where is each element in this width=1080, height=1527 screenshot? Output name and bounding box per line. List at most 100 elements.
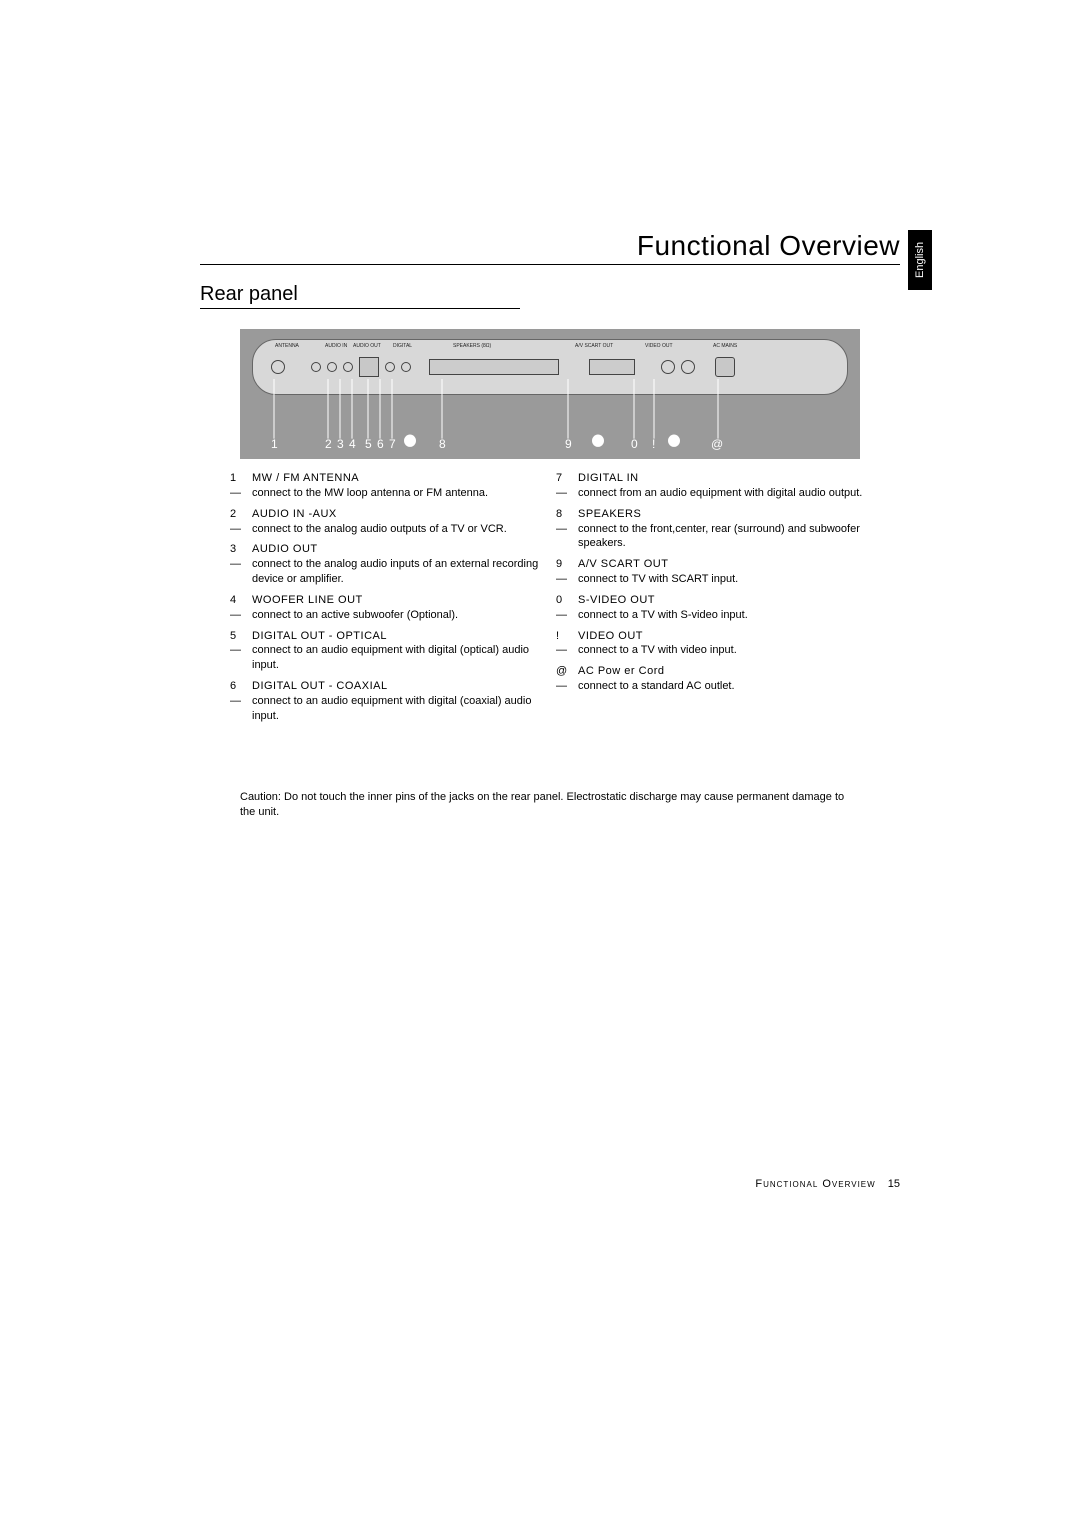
entry-name: WOOFER LINE OUT	[252, 593, 363, 608]
panel-micro-label: AUDIO OUT	[353, 343, 381, 349]
scart-block-icon	[589, 359, 635, 375]
description-entry: ! VIDEO OUT — connect to a TV with video in…	[556, 629, 870, 659]
callout-num: 8	[439, 437, 446, 451]
panel-micro-label: ANTENNA	[275, 343, 299, 349]
entry-number: 8	[556, 507, 568, 522]
entry-number: 4	[230, 593, 242, 608]
entry-name: VIDEO OUT	[578, 629, 643, 644]
entry-name: S-VIDEO OUT	[578, 593, 655, 608]
entry-description: connect to the analog audio outputs of a…	[252, 522, 507, 537]
entry-name: AUDIO OUT	[252, 542, 318, 557]
entry-name: DIGITAL OUT - COAXIAL	[252, 679, 388, 694]
page-title: Functional Overview	[637, 230, 900, 262]
callout-num: 6	[377, 437, 384, 451]
entry-number: 0	[556, 593, 568, 608]
entry-description: connect to a standard AC outlet.	[578, 679, 735, 694]
entry-number: 2	[230, 507, 242, 522]
callout-num: 2	[325, 437, 332, 451]
entry-number: !	[556, 629, 568, 644]
video-jack-icon	[681, 360, 695, 374]
description-entry: @ AC Pow er Cord — connect to a standard AC…	[556, 664, 870, 694]
description-entry: 9 A/V SCART OUT — connect to TV with SCART …	[556, 557, 870, 587]
callout-num: 1	[271, 437, 278, 451]
description-column-right: 7DIGITAL IN—connect from an audio equipm…	[556, 471, 870, 730]
entry-description: connect to a TV with video input.	[578, 643, 737, 658]
entry-number: 9	[556, 557, 568, 572]
entry-dash: —	[230, 486, 244, 501]
entry-name: SPEAKERS	[578, 507, 641, 522]
callout-num: 9	[565, 437, 572, 451]
svideo-jack-icon	[661, 360, 675, 374]
footer-label: Functional Overview	[755, 1178, 875, 1190]
audio-in-jack-icon	[311, 362, 321, 372]
entry-name: A/V SCART OUT	[578, 557, 668, 572]
entry-name: MW / FM ANTENNA	[252, 471, 359, 486]
description-entry: 1 MW / FM ANTENNA — connect to the MW loop …	[230, 471, 544, 501]
entry-description: connect to the MW loop antenna or FM ant…	[252, 486, 488, 501]
entry-dash: —	[556, 572, 570, 587]
description-entry: 0 S-VIDEO OUT — connect to a TV with S-vide…	[556, 593, 870, 623]
audio-out-jack-icon	[327, 362, 337, 372]
header-row: Functional Overview	[200, 230, 900, 265]
entry-dash: —	[556, 679, 570, 694]
description-columns: 1 MW / FM ANTENNA — connect to the MW loop …	[230, 471, 870, 730]
callout-num: 3	[337, 437, 344, 451]
callout-num: !	[652, 437, 655, 451]
panel-micro-label: AC MAINS	[713, 343, 737, 349]
callout-num: @	[711, 437, 723, 451]
entry-dash: —	[556, 608, 570, 623]
entry-number: 1	[230, 471, 242, 486]
panel-micro-label: DIGITAL	[393, 343, 412, 349]
page-content: Functional Overview Rear panel ANTENNA A…	[200, 230, 900, 819]
section-title: Rear panel	[200, 283, 520, 309]
entry-dash: —	[230, 557, 244, 587]
entry-dash: —	[230, 694, 244, 724]
entry-dash: —	[556, 486, 570, 501]
entry-number: 5	[230, 629, 242, 644]
entry-number: 3	[230, 542, 242, 557]
callout-num: 0	[631, 437, 638, 451]
digital-coax-jack-icon	[385, 362, 395, 372]
panel-micro-label: A/V SCART OUT	[575, 343, 613, 349]
entry-name: DIGITAL OUT - OPTICAL	[252, 629, 387, 644]
description-entry: 2AUDIO IN -AUX—connect to the analog aud…	[230, 507, 544, 537]
entry-description: connect to the analog audio inputs of an…	[252, 557, 544, 587]
callout-num: 7	[389, 437, 396, 451]
entry-description: connect to the front,center, rear (surro…	[578, 522, 870, 552]
entry-dash: —	[230, 608, 244, 623]
description-entry: 5 DIGITAL OUT - OPTICAL — connect to an aud…	[230, 629, 544, 674]
entry-dash: —	[556, 643, 570, 658]
entry-name: AUDIO IN -AUX	[252, 507, 337, 522]
panel-micro-label: AUDIO IN	[325, 343, 347, 349]
entry-name: DIGITAL IN	[578, 471, 639, 486]
entry-name: AC Pow er Cord	[578, 664, 664, 679]
entry-description: connect to an audio equipment with digit…	[252, 643, 544, 673]
description-column-left: 1 MW / FM ANTENNA — connect to the MW loop …	[230, 471, 544, 730]
panel-micro-label: SPEAKERS (8Ω)	[453, 343, 491, 349]
description-entry: 7DIGITAL IN—connect from an audio equipm…	[556, 471, 870, 501]
callout-num: 4	[349, 437, 356, 451]
caution-text: Caution: Do not touch the inner pins of …	[240, 790, 860, 820]
description-entry: 8 SPEAKERS — connect to the front,center, r…	[556, 507, 870, 552]
antenna-jack-icon	[271, 360, 285, 374]
language-tab: English	[908, 230, 932, 290]
woofer-jack-icon	[343, 362, 353, 372]
panel-micro-label: VIDEO OUT	[645, 343, 673, 349]
ac-mains-icon	[715, 357, 735, 377]
entry-description: connect to a TV with S-video input.	[578, 608, 748, 623]
entry-description: connect to an audio equipment with digit…	[252, 694, 544, 724]
rear-panel-illustration: ANTENNA AUDIO IN AUDIO OUT DIGITAL SPEAK…	[252, 339, 848, 395]
entry-dash: —	[230, 643, 244, 673]
rear-panel-diagram: ANTENNA AUDIO IN AUDIO OUT DIGITAL SPEAK…	[240, 329, 860, 459]
description-entry: 6 DIGITAL OUT - COAXIAL — connect to an aud…	[230, 679, 544, 724]
callout-number-row: 1 2 3 4 5 6 7 8 9 0 ! @	[240, 437, 860, 453]
description-entry: 3 AUDIO OUT — connect to the analog audio i…	[230, 542, 544, 587]
entry-dash: —	[556, 522, 570, 552]
callout-num: 5	[365, 437, 372, 451]
entry-number: 6	[230, 679, 242, 694]
entry-number: @	[556, 664, 568, 679]
entry-description: connect to TV with SCART input.	[578, 572, 738, 587]
digital-in-jack-icon	[401, 362, 411, 372]
page-footer: Functional Overview 15	[200, 1178, 900, 1190]
page-number: 15	[888, 1178, 900, 1190]
